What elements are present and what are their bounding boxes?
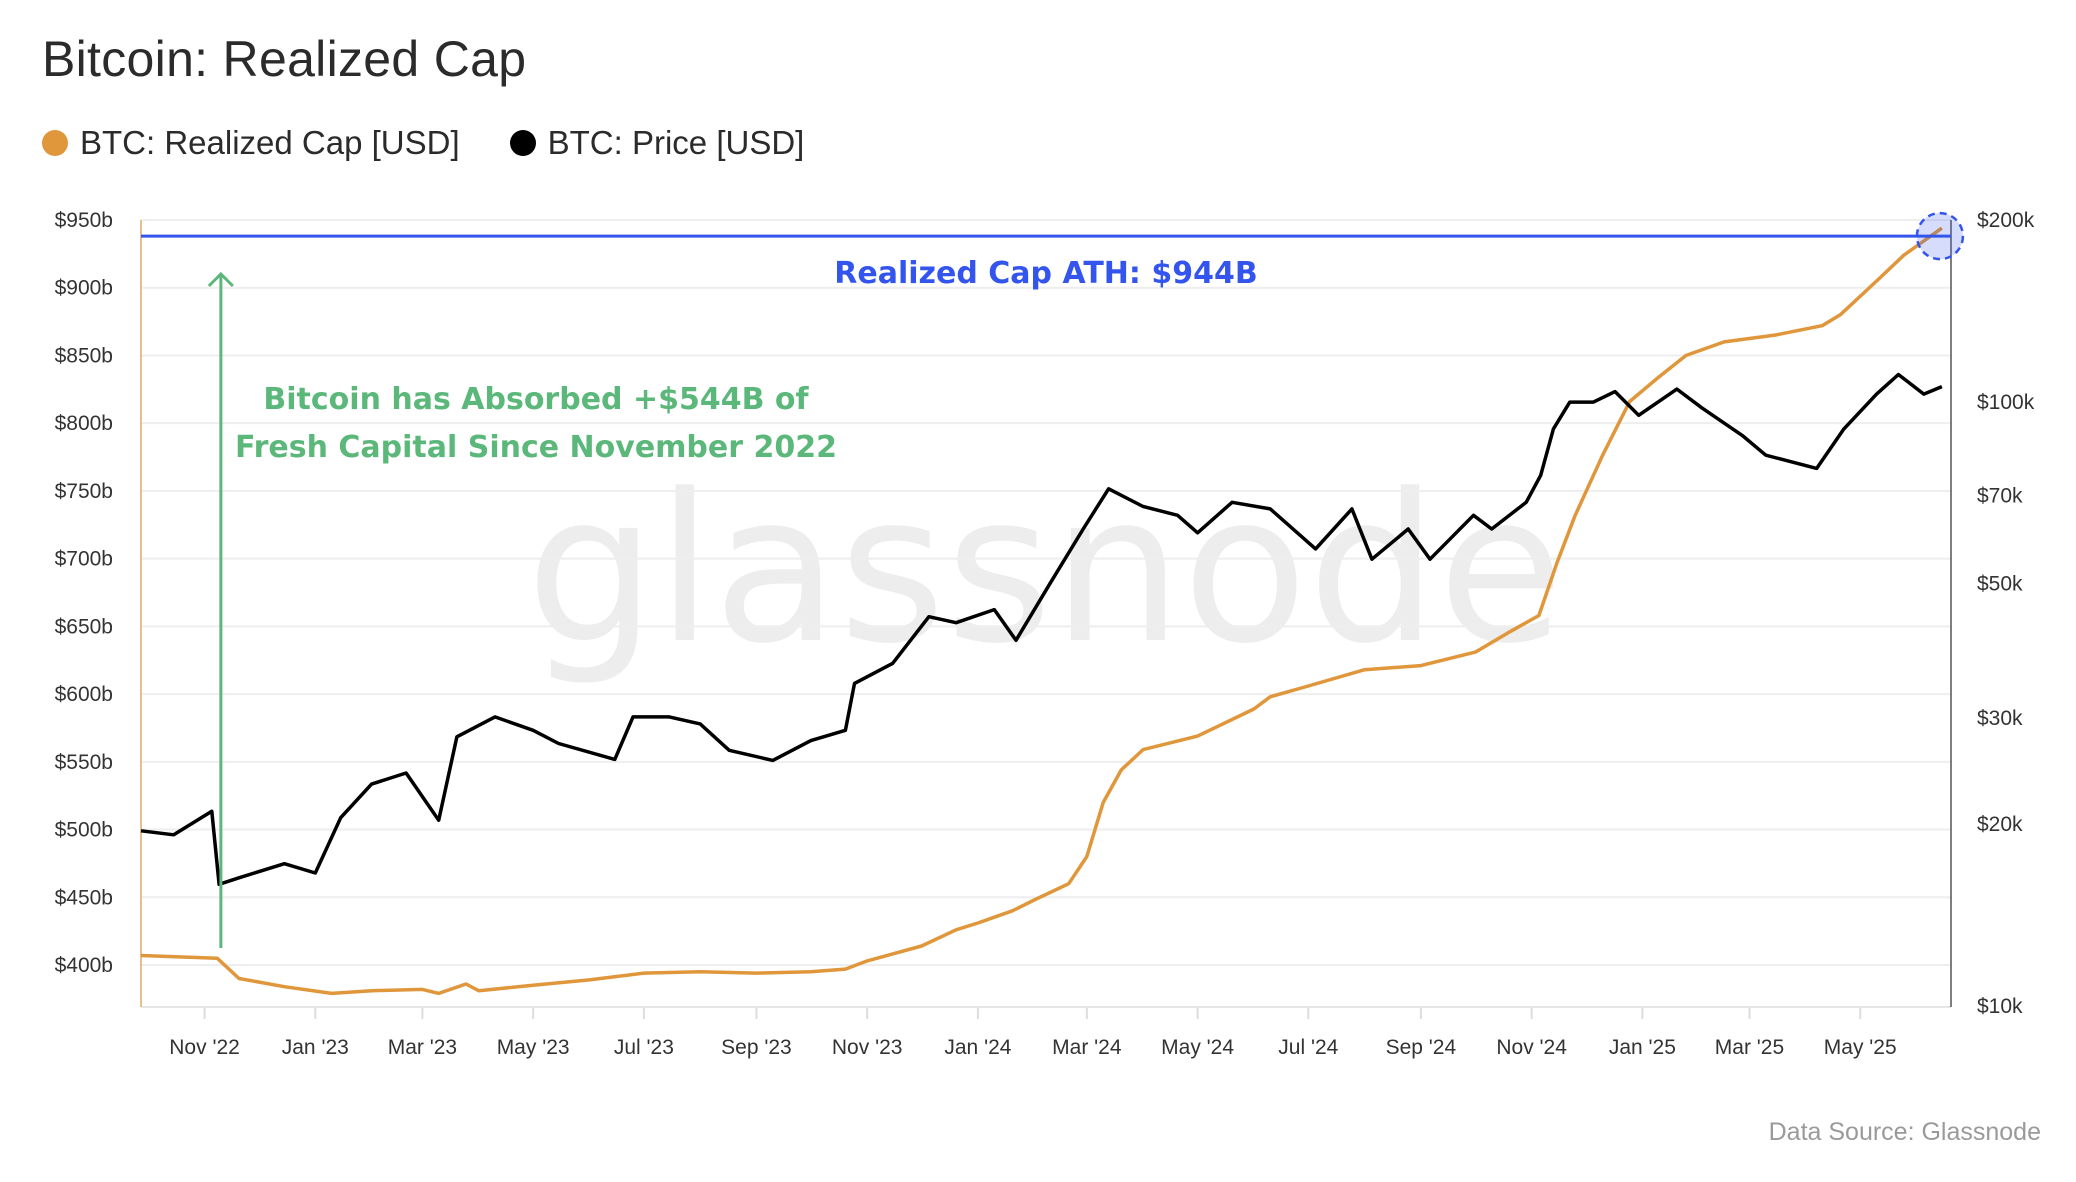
y-right-tick-label: $20k — [1977, 813, 2023, 836]
x-tick-label: Nov '23 — [832, 1036, 903, 1059]
y-left-tick-label: $550b — [55, 751, 113, 774]
x-tick-label: Jan '24 — [944, 1036, 1011, 1059]
y-right-tick-label: $70k — [1977, 484, 2023, 507]
x-tick-label: Mar '25 — [1715, 1036, 1784, 1059]
y-left-tick-label: $850b — [55, 344, 113, 367]
y-right-tick-label: $200k — [1977, 209, 2035, 232]
y-left-tick-label: $800b — [55, 412, 113, 435]
realized-cap-line — [140, 226, 1943, 996]
x-tick-label: Nov '22 — [169, 1036, 240, 1059]
x-tick-label: Jul '24 — [1278, 1036, 1338, 1059]
absorbed-label-line1: Bitcoin has Absorbed +$544B of — [263, 382, 809, 417]
x-tick-label: Sep '23 — [721, 1036, 792, 1059]
x-tick-label: Sep '24 — [1386, 1036, 1457, 1059]
x-tick-label: Jul '23 — [614, 1036, 674, 1059]
x-tick-label: Jan '25 — [1609, 1036, 1676, 1059]
x-tick-label: Nov '24 — [1496, 1036, 1567, 1059]
y-left-tick-label: $500b — [55, 819, 113, 842]
y-right-tick-label: $10k — [1977, 995, 2023, 1018]
legend-dot-black — [509, 130, 536, 156]
arrow-head-icon — [207, 271, 234, 288]
absorbed-label-line2: Fresh Capital Since November 2022 — [235, 430, 837, 465]
chart-title: Bitcoin: Realized Cap — [42, 31, 527, 87]
x-tick-label: Jan '23 — [282, 1036, 349, 1059]
legend-label: BTC: Price [USD] — [547, 124, 805, 161]
y-left-tick-label: $950b — [55, 209, 113, 232]
y-left-tick-label: $450b — [55, 886, 113, 909]
y-left-tick-label: $900b — [55, 277, 113, 300]
y-left-tick-label: $700b — [55, 548, 113, 571]
legend-dot-orange — [42, 130, 68, 156]
watermark: glassnode — [526, 451, 1564, 689]
x-tick-label: May '25 — [1824, 1036, 1897, 1059]
y-left-tick-label: $400b — [55, 954, 113, 977]
x-tick-label: May '24 — [1161, 1036, 1234, 1059]
y-left-tick-label: $600b — [55, 683, 113, 706]
data-source: Data Source: Glassnode — [1768, 1118, 2041, 1146]
y-right-tick-label: $100k — [1977, 391, 2035, 414]
ath-label: Realized Cap ATH: $944B — [834, 256, 1257, 291]
y-right-tick-label: $50k — [1977, 573, 2023, 596]
legend-item-price[interactable]: BTC: Price [USD] — [509, 124, 805, 162]
x-tick-label: May '23 — [497, 1036, 570, 1059]
x-tick-label: Mar '24 — [1052, 1036, 1122, 1059]
y-left-tick-label: $650b — [55, 615, 113, 638]
y-left-tick-label: $750b — [55, 480, 113, 503]
legend-item-realized-cap[interactable]: BTC: Realized Cap [USD] — [42, 124, 460, 162]
legend-label: BTC: Realized Cap [USD] — [80, 124, 460, 161]
ath-highlight-circle — [1915, 211, 1965, 261]
y-right-tick-label: $30k — [1977, 707, 2023, 730]
x-tick-label: Mar '23 — [388, 1036, 457, 1059]
legend: BTC: Realized Cap [USD] BTC: Price [USD] — [42, 124, 804, 162]
